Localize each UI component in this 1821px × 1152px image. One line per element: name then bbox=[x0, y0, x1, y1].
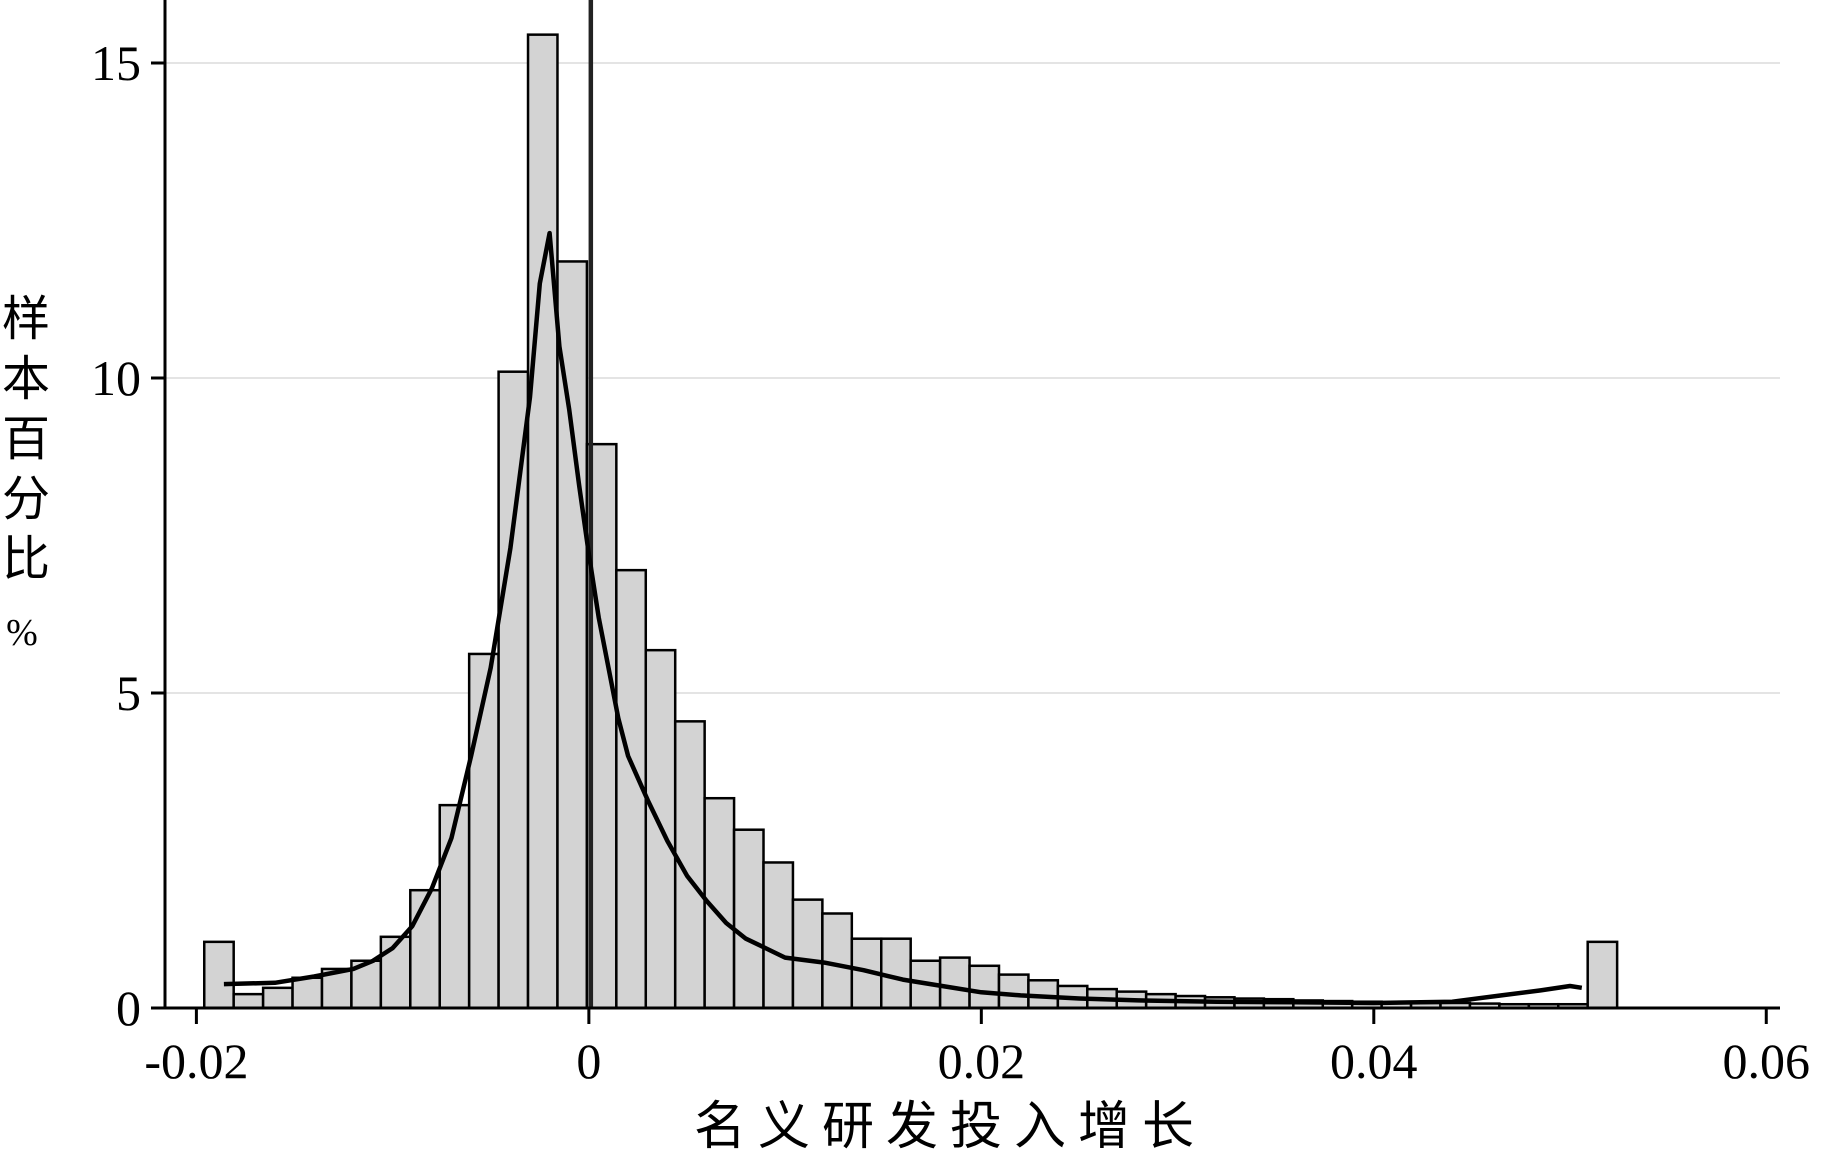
histogram-bar-25 bbox=[938, 956, 971, 1010]
histogram-bar-5 bbox=[350, 959, 383, 1010]
x-tick-label-0: -0.02 bbox=[144, 1033, 248, 1089]
histogram-bar-8 bbox=[438, 803, 471, 1010]
histogram-bar-0 bbox=[202, 940, 235, 1010]
y-tick-label-0: 0 bbox=[116, 980, 141, 1036]
histogram-bar-21 bbox=[821, 912, 854, 1010]
gridlines bbox=[165, 62, 1780, 694]
density-curve bbox=[223, 230, 1583, 1006]
histogram-bar-11 bbox=[526, 33, 559, 1010]
y-tick-label-1: 5 bbox=[116, 665, 141, 721]
y-axis-title-char-3: 分 bbox=[2, 471, 50, 527]
x-tick-label-2: 0.02 bbox=[938, 1033, 1026, 1089]
histogram-bar-1 bbox=[232, 992, 265, 1010]
histogram-bar-27 bbox=[997, 973, 1030, 1010]
histogram-bar-19 bbox=[762, 861, 795, 1010]
histogram-bar-3 bbox=[291, 976, 324, 1010]
x-axis-title: 名义研发投入增长 bbox=[694, 1097, 1206, 1152]
histogram-bar-26 bbox=[968, 964, 1001, 1010]
density-curve-layer bbox=[223, 0, 1583, 1008]
histogram-bar-17 bbox=[703, 796, 736, 1010]
axes bbox=[151, 0, 1780, 1024]
y-tick-label-2: 10 bbox=[91, 350, 141, 406]
histogram-bar-6 bbox=[379, 935, 412, 1010]
histogram-bars bbox=[202, 33, 1619, 1010]
x-tick-label-4: 0.06 bbox=[1723, 1033, 1811, 1089]
y-axis-title-char-4: 比 bbox=[2, 531, 50, 587]
histogram-bar-7 bbox=[409, 888, 441, 1010]
histogram-bar-10 bbox=[497, 370, 530, 1010]
x-tick-label-3: 0.04 bbox=[1330, 1033, 1418, 1089]
y-axis-title-char-1: 本 bbox=[2, 351, 50, 407]
y-axis-title-char-0: 样 bbox=[2, 291, 50, 347]
y-axis-unit: % bbox=[6, 612, 38, 654]
y-axis-title-char-2: 百 bbox=[2, 411, 50, 467]
histogram-bar-2 bbox=[261, 986, 294, 1010]
histogram-bar-20 bbox=[791, 898, 824, 1010]
histogram-bar-47 bbox=[1586, 940, 1619, 1010]
y-tick-label-3: 15 bbox=[91, 35, 141, 91]
x-tick-label-1: 0 bbox=[576, 1033, 601, 1089]
histogram-bar-18 bbox=[732, 828, 765, 1010]
